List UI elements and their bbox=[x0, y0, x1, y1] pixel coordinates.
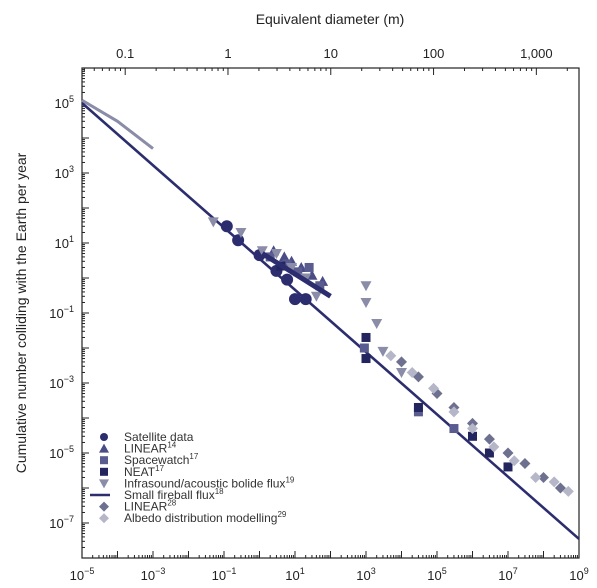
data-point-4-9 bbox=[371, 319, 383, 330]
data-point-6-7 bbox=[530, 471, 542, 483]
y-tick-label: 10−3 bbox=[49, 374, 74, 391]
data-point-3-4 bbox=[468, 431, 477, 441]
top-axis-title: Equivalent diameter (m) bbox=[256, 11, 405, 27]
y-axis-title: Cumulative number colliding with the Ear… bbox=[13, 152, 29, 473]
data-point-4-11 bbox=[396, 367, 407, 378]
legend-label-6: LINEAR28 bbox=[124, 499, 177, 514]
top-tick-label: 0.1 bbox=[116, 46, 134, 61]
x-tick-label: 10−3 bbox=[141, 566, 166, 583]
data-point-4-0 bbox=[207, 217, 219, 228]
data-point-0-5 bbox=[289, 293, 301, 306]
legend-label-4: Infrasound/acoustic bolide flux19 bbox=[124, 475, 295, 490]
data-point-5-7 bbox=[519, 458, 531, 470]
data-point-4-8 bbox=[360, 297, 372, 308]
y-tick-label: 103 bbox=[55, 164, 74, 181]
data-point-4-10 bbox=[377, 346, 389, 357]
legend-label-5: Small fireball flux18 bbox=[124, 487, 224, 502]
x-tick-label: 105 bbox=[427, 566, 446, 583]
legend-label-7: Albedo distribution modelling29 bbox=[124, 510, 287, 525]
legend-label-3: NEAT17 bbox=[124, 464, 165, 479]
data-point-3-2 bbox=[361, 354, 371, 364]
data-point-6-6 bbox=[508, 455, 520, 467]
x-tick-label: 107 bbox=[498, 566, 517, 583]
legend-marker-1 bbox=[99, 443, 109, 453]
chart-marks bbox=[81, 68, 580, 559]
x-tick-label: 109 bbox=[569, 566, 588, 583]
x-tick-label: 103 bbox=[356, 566, 375, 583]
x-tick-label: 10−1 bbox=[212, 566, 237, 583]
data-point-6-4 bbox=[467, 423, 478, 435]
data-point-6-2 bbox=[428, 382, 440, 394]
top-tick-label: 10 bbox=[324, 46, 338, 61]
y-tick-label: 10−5 bbox=[49, 444, 74, 461]
x-tick-label: 101 bbox=[285, 566, 304, 583]
legend-label-0: Satellite data bbox=[124, 430, 194, 444]
data-point-3-1 bbox=[361, 332, 371, 342]
data-point-0-6 bbox=[299, 293, 312, 306]
data-point-5-6 bbox=[502, 447, 514, 459]
data-point-6-9 bbox=[562, 485, 574, 497]
series-line-7 bbox=[260, 251, 332, 299]
data-point-6-3 bbox=[448, 406, 460, 418]
data-point-0-1 bbox=[232, 234, 245, 247]
x-tick-label: 10−5 bbox=[70, 566, 95, 583]
legend-marker-0 bbox=[100, 433, 108, 441]
y-tick-label: 10−7 bbox=[49, 514, 74, 531]
power-law-fit-line bbox=[81, 102, 580, 540]
top-tick-label: 100 bbox=[423, 46, 445, 61]
data-point-2-3 bbox=[304, 262, 314, 272]
data-point-4-4 bbox=[286, 262, 298, 273]
data-point-2-4 bbox=[315, 281, 325, 291]
top-tick-label: 1 bbox=[224, 46, 231, 61]
y-tick-label: 105 bbox=[55, 94, 74, 111]
data-point-4-7 bbox=[360, 281, 372, 292]
data-point-3-3 bbox=[413, 402, 423, 412]
data-point-4-2 bbox=[256, 246, 268, 257]
data-point-0-0 bbox=[220, 220, 233, 233]
data-point-6-8 bbox=[548, 476, 560, 488]
data-point-0-4 bbox=[281, 273, 294, 286]
y-tick-label: 10−1 bbox=[49, 304, 74, 321]
data-point-6-1 bbox=[406, 366, 418, 378]
data-point-4-1 bbox=[235, 227, 247, 238]
legend-marker-6 bbox=[99, 501, 109, 512]
data-point-6-0 bbox=[385, 350, 397, 362]
data-point-1-1 bbox=[278, 251, 290, 262]
legend-label-2: Spacewatch17 bbox=[124, 452, 199, 467]
data-point-4-3 bbox=[270, 249, 282, 260]
data-point-4-6 bbox=[310, 291, 322, 302]
top-tick-label: 1,000 bbox=[520, 46, 553, 61]
data-point-5-8 bbox=[538, 471, 549, 483]
data-point-2-5 bbox=[359, 343, 369, 353]
legend-marker-4 bbox=[99, 479, 109, 489]
legend-label-1: LINEAR14 bbox=[124, 441, 177, 456]
data-point-6-5 bbox=[488, 441, 500, 453]
data-point-5-5 bbox=[483, 433, 495, 445]
legend-marker-2 bbox=[100, 456, 108, 465]
legend-marker-7 bbox=[99, 513, 109, 524]
series-line-8 bbox=[81, 98, 154, 150]
y-tick-label: 101 bbox=[55, 234, 74, 251]
data-point-5-9 bbox=[554, 482, 566, 494]
data-point-1-4 bbox=[306, 269, 318, 280]
data-point-2-7 bbox=[449, 424, 459, 434]
data-point-3-5 bbox=[484, 448, 494, 458]
data-point-3-6 bbox=[503, 462, 513, 472]
legend-marker-3 bbox=[100, 467, 108, 476]
data-point-2-2 bbox=[293, 267, 303, 277]
data-point-5-0 bbox=[396, 356, 407, 368]
